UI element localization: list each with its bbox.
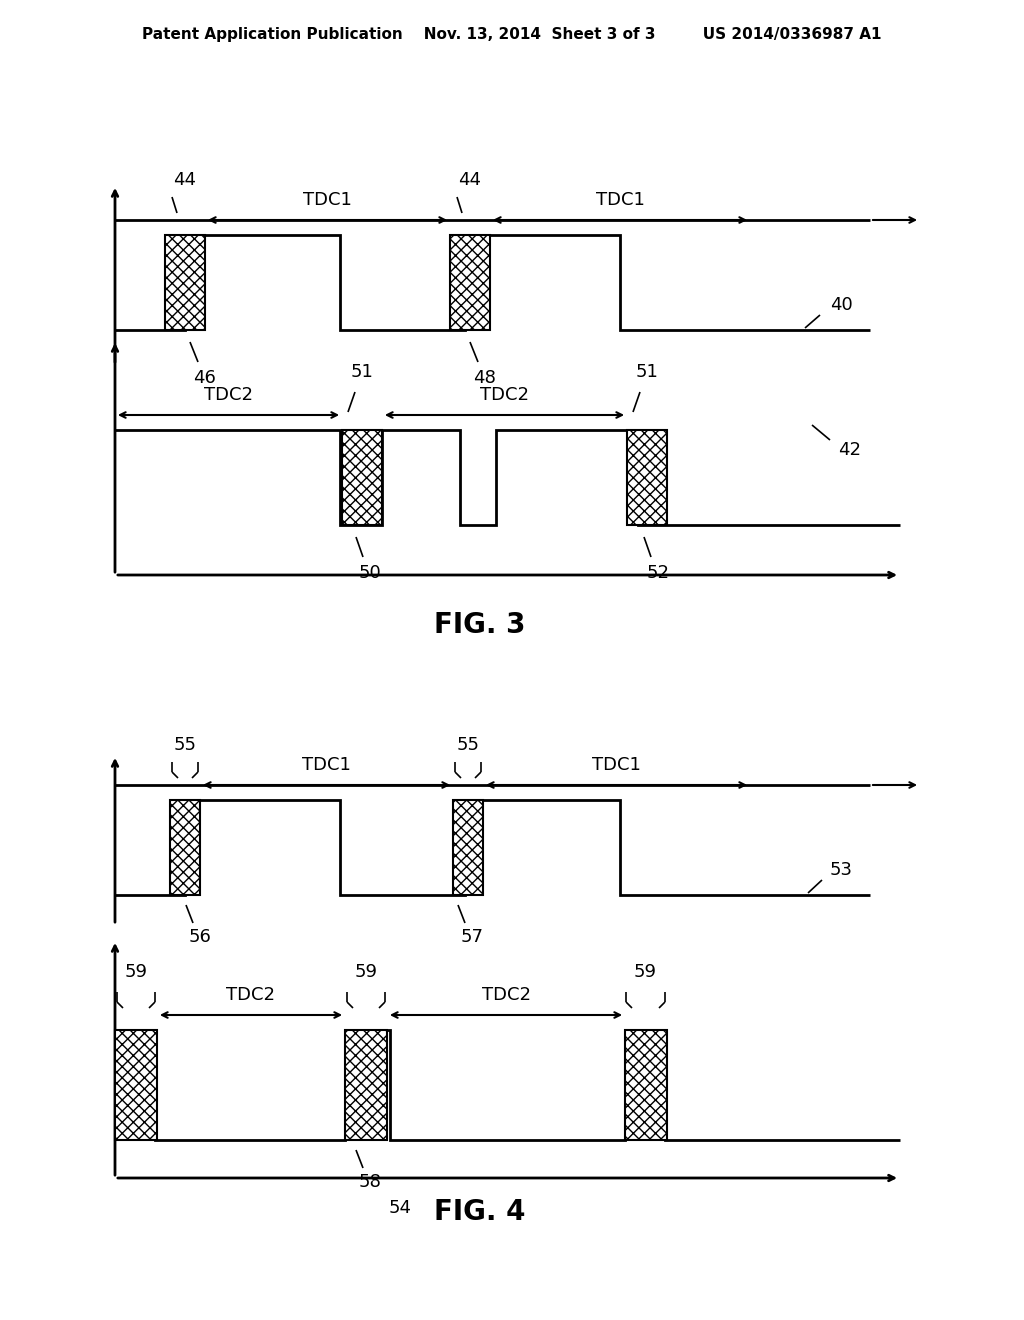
Text: TDC1: TDC1	[596, 191, 644, 209]
Text: 57: 57	[461, 928, 483, 946]
Text: 58: 58	[358, 1173, 381, 1191]
Text: 42: 42	[838, 441, 861, 459]
Bar	[625, 1030, 667, 1140]
Bar	[627, 430, 667, 525]
Text: FIG. 3: FIG. 3	[434, 611, 525, 639]
Bar	[345, 1030, 387, 1140]
Text: 48: 48	[473, 370, 497, 387]
Bar	[115, 1030, 157, 1140]
Bar	[453, 800, 483, 895]
Text: 59: 59	[125, 964, 147, 981]
Text: TDC2: TDC2	[479, 385, 528, 404]
Text: 40: 40	[830, 296, 853, 314]
Text: 51: 51	[350, 363, 374, 381]
Text: TDC2: TDC2	[481, 986, 530, 1005]
Bar	[450, 235, 490, 330]
Text: 52: 52	[646, 564, 670, 582]
Text: TDC1: TDC1	[592, 756, 640, 774]
Text: 53: 53	[830, 861, 853, 879]
Text: 46: 46	[194, 370, 216, 387]
Text: 59: 59	[634, 964, 656, 981]
Text: 50: 50	[358, 564, 381, 582]
Text: TDC1: TDC1	[301, 756, 350, 774]
Text: TDC2: TDC2	[226, 986, 275, 1005]
Text: 54: 54	[388, 1199, 412, 1217]
Text: TDC1: TDC1	[302, 191, 351, 209]
Text: 44: 44	[173, 172, 197, 189]
Text: Patent Application Publication    Nov. 13, 2014  Sheet 3 of 3         US 2014/03: Patent Application Publication Nov. 13, …	[142, 28, 882, 42]
Bar	[342, 430, 382, 525]
Text: TDC2: TDC2	[204, 385, 253, 404]
Text: 51: 51	[636, 363, 658, 381]
Text: 59: 59	[354, 964, 378, 981]
Text: 55: 55	[173, 737, 197, 754]
Bar	[170, 800, 200, 895]
Text: FIG. 4: FIG. 4	[434, 1199, 525, 1226]
Bar	[165, 235, 205, 330]
Text: 44: 44	[459, 172, 481, 189]
Text: 56: 56	[188, 928, 211, 946]
Text: 55: 55	[457, 737, 479, 754]
